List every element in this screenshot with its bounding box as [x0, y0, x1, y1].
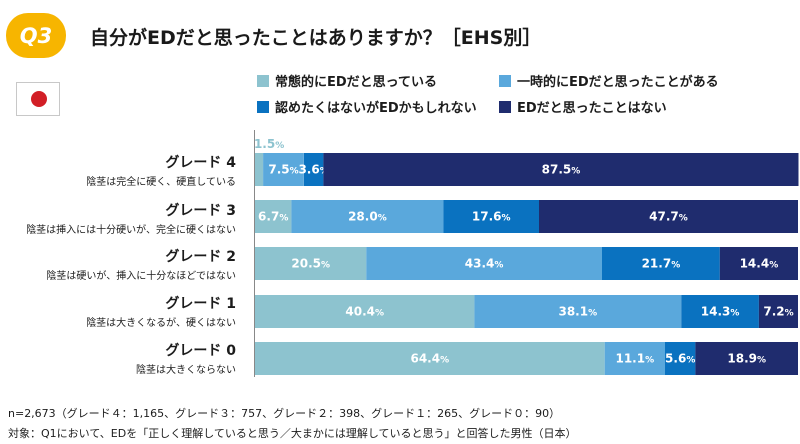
legend-swatch: [499, 100, 511, 113]
bar-value-label: 20.5%: [291, 257, 330, 271]
bar-segment: [303, 153, 324, 186]
bar-value-label: 1.5%: [254, 137, 284, 151]
row-desc-label: 陰茎は完全に硬く、硬直している: [86, 177, 236, 188]
bar-segment: [323, 153, 799, 186]
bar-value-label: 21.7%: [642, 257, 681, 271]
legend-swatch: [257, 74, 269, 87]
bar-value-label: 18.9%: [727, 352, 766, 366]
row-grade-label: グレード 1: [165, 296, 236, 312]
row-grade-label: グレード 2: [165, 249, 236, 265]
question-badge: Q3: [6, 13, 66, 58]
flag-sun-icon: [31, 91, 47, 107]
legend-item-never: EDだと思ったことはない: [499, 97, 667, 116]
bar-segment: [758, 295, 798, 328]
bar-segment: [255, 342, 605, 375]
row-grade-label: グレード 3: [165, 203, 236, 219]
bar-value-label: 7.2%: [763, 305, 793, 319]
bar-value-label: 64.4%: [410, 352, 449, 366]
row-grade-label: グレード 0: [165, 343, 236, 359]
row-desc-label: 陰茎は挿入には十分硬いが、完全に硬くはない: [26, 225, 236, 236]
bar-segment: [665, 342, 696, 375]
bar-segment: [291, 200, 444, 233]
axis-line: [254, 130, 255, 377]
legend-label: EDだと思ったことはない: [517, 101, 667, 116]
bar-value-label: 5.6%: [665, 352, 695, 366]
bar-segment: [255, 247, 367, 280]
bar-segment: [443, 200, 539, 233]
row-desc-label: 陰茎は硬いが、挿入に十分なほどではない: [46, 271, 236, 282]
bar-value-label: 28.0%: [348, 210, 387, 224]
bar-value-label: 87.5%: [542, 163, 581, 177]
page-title: 自分がEDだと思ったことはありますか？［EHS別］: [90, 27, 542, 49]
japan-flag-icon: [16, 82, 60, 116]
bar-segment: [366, 247, 602, 280]
legend-label: 常態的にEDだと思っている: [275, 75, 438, 90]
bar-value-label: 14.4%: [740, 257, 779, 271]
bar-segment: [602, 247, 720, 280]
sample-size-note: n=2,673（グレード４：1,165、グレード３：757、グレード２：398、…: [8, 407, 561, 420]
bar-segment: [255, 153, 264, 186]
legend-swatch: [257, 100, 269, 113]
row-grade-label: グレード 4: [165, 155, 236, 171]
legend-item-temporary: 一時的にEDだと思ったことがある: [499, 71, 719, 90]
legend-item-constant: 常態的にEDだと思っている: [257, 71, 437, 90]
bar-segment: [255, 200, 292, 233]
bar-segment: [719, 247, 798, 280]
bar-segment: [539, 200, 798, 233]
bar-segment: [695, 342, 798, 375]
bar-value-label: 7.5%: [268, 163, 298, 177]
bar-segment: [474, 295, 682, 328]
bar-segment: [255, 295, 475, 328]
bar-value-label: 14.3%: [701, 305, 740, 319]
bar-value-label: 43.4%: [465, 257, 504, 271]
bar-value-label: 6.7%: [258, 210, 288, 224]
bar-segment: [681, 295, 759, 328]
bar-value-label: 47.7%: [649, 210, 688, 224]
legend-swatch: [499, 74, 511, 87]
legend-label: 一時的にEDだと思ったことがある: [517, 75, 719, 90]
bar-segment: [604, 342, 665, 375]
row-desc-label: 陰茎は大きくなるが、硬くはない: [86, 318, 236, 329]
row-desc-label: 陰茎は大きくならない: [136, 365, 236, 376]
bar-segment: [263, 153, 304, 186]
bar-value-label: 38.1%: [558, 305, 597, 319]
target-note: 対象：Q1において、EDを「正しく理解していると思う／大まかには理解していると思…: [8, 427, 577, 440]
legend-label: 認めたくはないがEDかもしれない: [275, 101, 477, 116]
bar-value-label: 17.6%: [472, 210, 511, 224]
bar-value-label: 11.1%: [615, 352, 654, 366]
legend-item-maybe: 認めたくはないがEDかもしれない: [257, 97, 477, 116]
bar-value-label: 40.4%: [345, 305, 384, 319]
